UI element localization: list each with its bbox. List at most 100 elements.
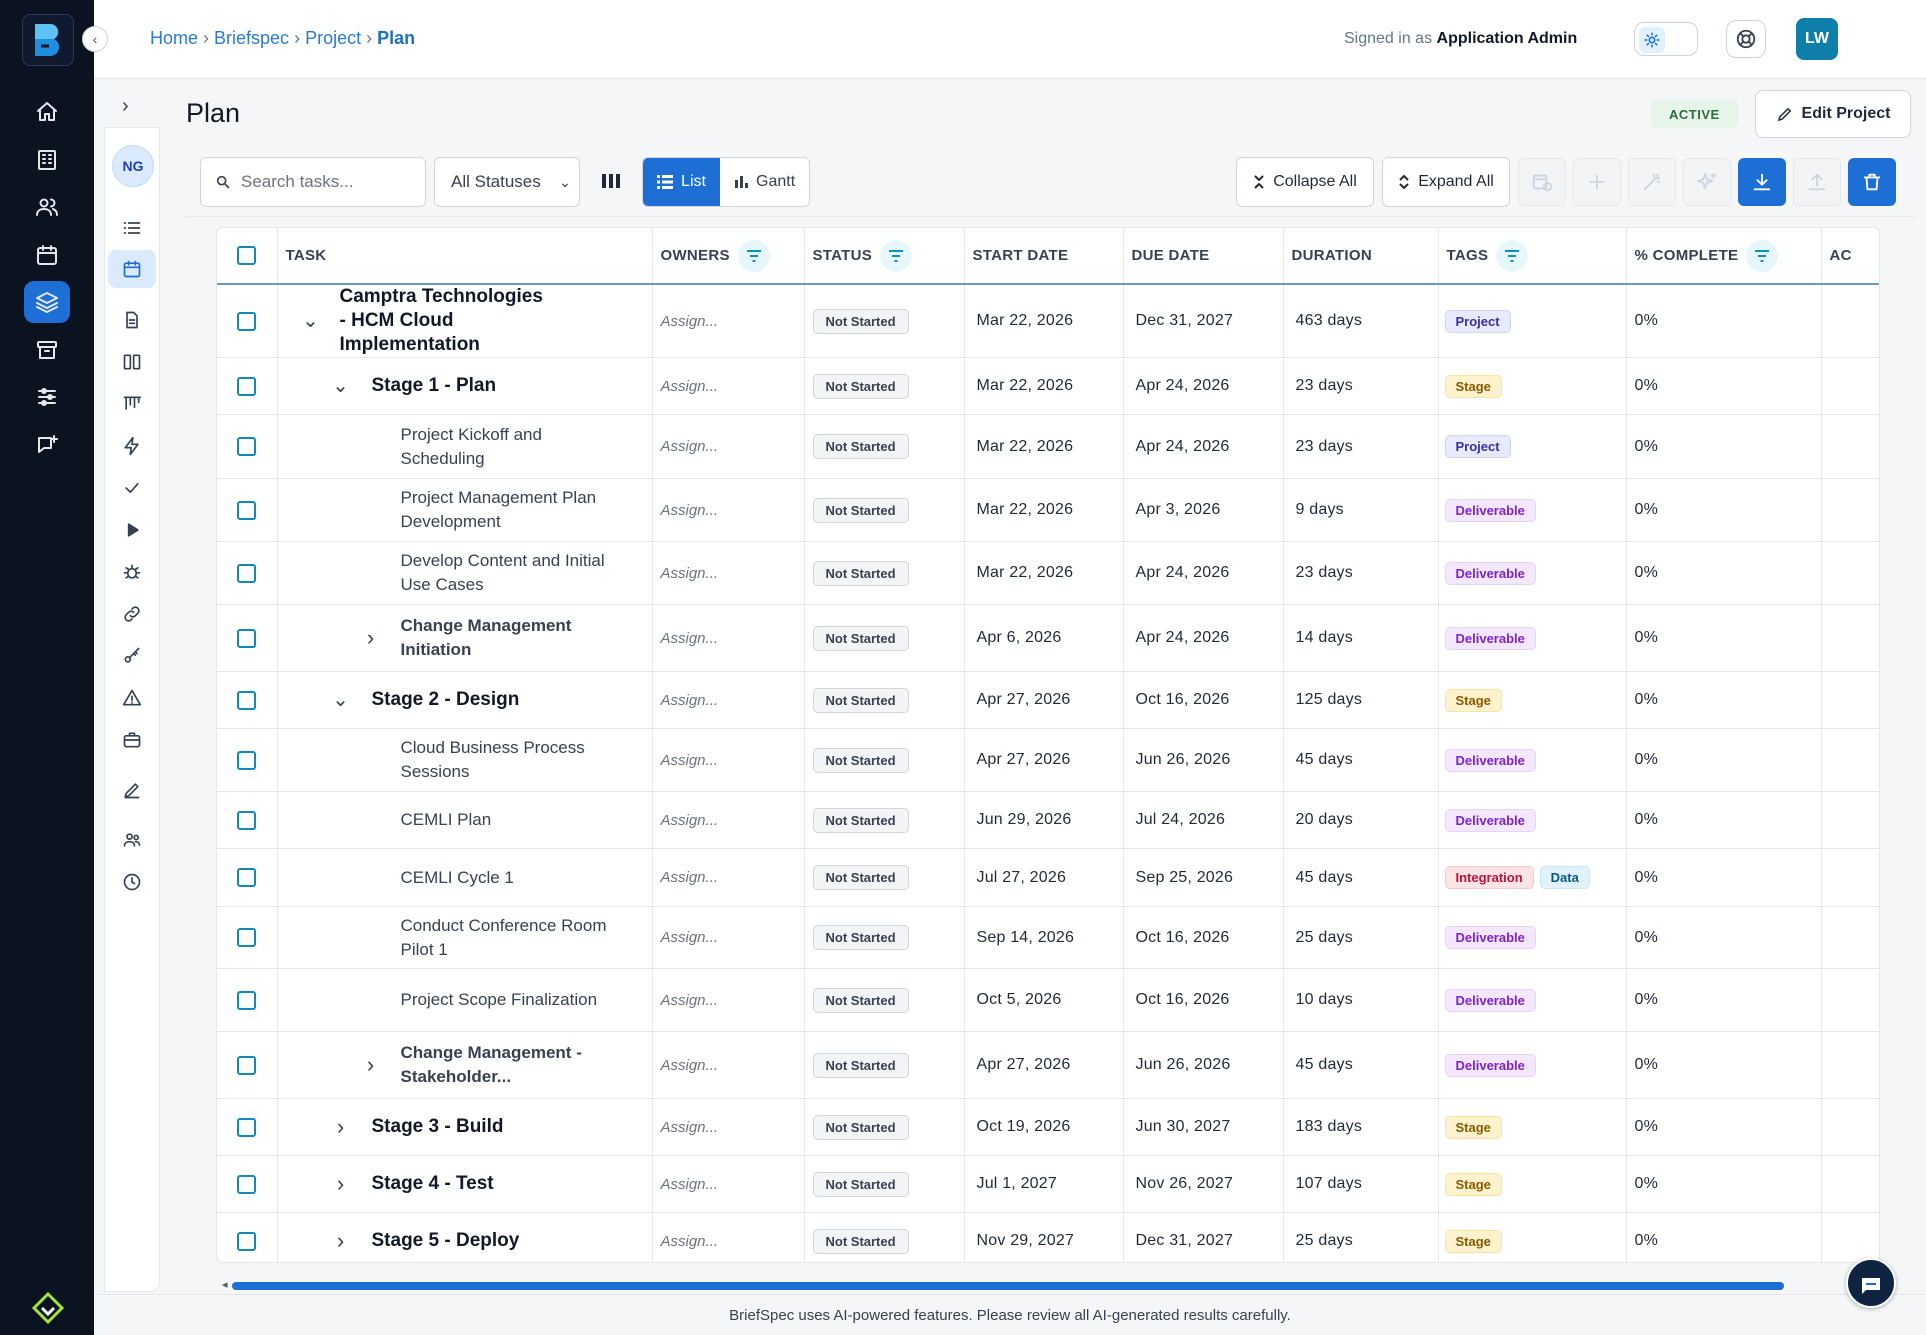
row-checkbox[interactable] — [237, 500, 257, 520]
play-icon[interactable] — [108, 511, 156, 549]
building-icon[interactable] — [24, 139, 70, 181]
start-date-cell[interactable]: Sep 14, 2026 — [964, 906, 1124, 969]
row-checkbox[interactable] — [237, 311, 257, 331]
select-all-checkbox[interactable] — [237, 246, 257, 265]
project-avatar[interactable]: NG — [112, 145, 154, 187]
edit-project-button[interactable]: Edit Project — [1755, 90, 1911, 138]
chevron-right-icon[interactable]: › — [366, 1052, 375, 1077]
row-checkbox[interactable] — [237, 868, 257, 887]
tags-cell[interactable]: Stage — [1438, 357, 1627, 415]
start-date-cell[interactable]: Nov 29, 2027 — [964, 1212, 1124, 1262]
status-cell[interactable]: Not Started — [804, 671, 965, 729]
due-date-cell[interactable]: Jun 30, 2027 — [1123, 1098, 1284, 1156]
row-checkbox[interactable] — [237, 1055, 257, 1075]
scrollbar-thumb[interactable] — [232, 1282, 1784, 1290]
table-row[interactable]: Project Management Plan Development Assig… — [217, 478, 1879, 542]
due-date-cell[interactable]: Oct 16, 2026 — [1123, 906, 1284, 969]
check-icon[interactable] — [108, 469, 156, 507]
due-date-cell[interactable]: Apr 24, 2026 — [1123, 604, 1284, 672]
owner-cell[interactable]: Assign... — [652, 848, 805, 907]
status-cell[interactable]: Not Started — [804, 357, 965, 415]
duration-cell[interactable]: 20 days — [1283, 791, 1439, 849]
assistant-chat-button[interactable] — [1846, 1258, 1896, 1308]
status-cell[interactable]: Not Started — [804, 1212, 965, 1262]
task-name[interactable]: Conduct Conference Room Pilot 1 — [400, 915, 607, 959]
status-cell[interactable]: Not Started — [804, 906, 965, 969]
complete-cell[interactable]: 0% — [1626, 1098, 1822, 1156]
horizontal-scrollbar[interactable]: ◂ — [222, 1279, 1877, 1292]
task-cell[interactable]: › Stage 3 - Build — [277, 1098, 653, 1156]
column-header-status[interactable]: STATUS — [804, 228, 965, 285]
owner-cell[interactable]: Assign... — [652, 1031, 805, 1099]
tags-cell[interactable]: Deliverable — [1438, 906, 1627, 969]
duration-cell[interactable]: 183 days — [1283, 1098, 1439, 1156]
duration-cell[interactable]: 25 days — [1283, 906, 1439, 969]
chat-plus-icon[interactable] — [24, 424, 70, 466]
table-row[interactable]: Cloud Business Process Sessions Assign...… — [217, 728, 1879, 792]
archive-icon[interactable] — [24, 329, 70, 371]
chevron-right-icon[interactable]: › — [336, 1114, 345, 1139]
tags-cell[interactable]: Deliverable — [1438, 791, 1627, 849]
owner-cell[interactable]: Assign... — [652, 671, 805, 729]
duration-cell[interactable]: 45 days — [1283, 1031, 1439, 1099]
owner-cell[interactable]: Assign... — [652, 541, 805, 605]
due-date-cell[interactable]: Apr 3, 2026 — [1123, 478, 1284, 542]
link-icon[interactable] — [108, 595, 156, 633]
complete-cell[interactable]: 0% — [1626, 671, 1822, 729]
task-name[interactable]: Stage 3 - Build — [371, 1116, 504, 1137]
clock-icon[interactable] — [108, 863, 156, 901]
row-checkbox[interactable] — [237, 1174, 257, 1194]
tags-cell[interactable]: Deliverable — [1438, 1031, 1627, 1099]
column-header-duration[interactable]: DURATION — [1283, 228, 1439, 285]
complete-cell[interactable]: 0% — [1626, 1031, 1822, 1099]
status-cell[interactable]: Not Started — [804, 968, 965, 1032]
task-cell[interactable]: › Change Management Initiation — [277, 604, 653, 672]
task-cell[interactable]: › Stage 4 - Test — [277, 1155, 653, 1213]
task-name[interactable]: Project Scope Finalization — [400, 990, 598, 1009]
tags-cell[interactable]: Stage — [1438, 671, 1627, 729]
task-name[interactable]: Change Management - Stakeholder... — [400, 1043, 582, 1086]
column-header-ac[interactable]: AC — [1821, 228, 1879, 285]
row-checkbox[interactable] — [237, 437, 257, 456]
tags-cell[interactable]: Deliverable — [1438, 728, 1627, 792]
duration-cell[interactable]: 25 days — [1283, 1212, 1439, 1262]
owner-cell[interactable]: Assign... — [652, 791, 805, 849]
column-header-tags[interactable]: TAGS — [1438, 228, 1627, 285]
complete-cell[interactable]: 0% — [1626, 848, 1822, 907]
due-date-cell[interactable]: Oct 16, 2026 — [1123, 968, 1284, 1032]
duration-cell[interactable]: 23 days — [1283, 414, 1439, 479]
document-icon[interactable] — [108, 301, 156, 339]
column-header-task[interactable]: TASK — [277, 228, 653, 285]
owner-cell[interactable]: Assign... — [652, 604, 805, 672]
users-icon[interactable] — [24, 186, 70, 228]
key-icon[interactable] — [108, 637, 156, 675]
start-date-cell[interactable]: Jul 1, 2027 — [964, 1155, 1124, 1213]
user-avatar[interactable]: LW — [1796, 18, 1838, 60]
table-row[interactable]: Develop Content and Initial Use Cases Ass… — [217, 541, 1879, 605]
due-date-cell[interactable]: Nov 26, 2027 — [1123, 1155, 1284, 1213]
gantt-view-button[interactable]: Gantt — [720, 158, 809, 206]
status-cell[interactable]: Not Started — [804, 848, 965, 907]
task-cell[interactable]: Develop Content and Initial Use Cases — [277, 541, 653, 605]
tags-cell[interactable]: Stage — [1438, 1212, 1627, 1262]
list-view-button[interactable]: List — [643, 158, 720, 206]
complete-cell[interactable]: 0% — [1626, 284, 1822, 358]
task-name[interactable]: Project Management Plan Development — [400, 488, 597, 531]
table-row[interactable]: › Stage 5 - Deploy Assign... Not Started Nov… — [217, 1212, 1879, 1262]
duration-cell[interactable]: 125 days — [1283, 671, 1439, 729]
bug-icon[interactable] — [108, 553, 156, 591]
due-date-cell[interactable]: Jul 24, 2026 — [1123, 791, 1284, 849]
breadcrumb-briefspec[interactable]: Briefspec — [214, 28, 290, 48]
chevron-down-icon[interactable]: ⌄ — [332, 375, 349, 397]
table-row[interactable]: › Change Management Initiation Assign... No… — [217, 604, 1879, 672]
duration-cell[interactable]: 9 days — [1283, 478, 1439, 542]
pen-icon[interactable] — [108, 771, 156, 809]
chevron-right-icon[interactable]: › — [336, 1171, 345, 1196]
expand-sidebar-button[interactable]: › — [122, 95, 129, 117]
duration-cell[interactable]: 23 days — [1283, 541, 1439, 605]
complete-cell[interactable]: 0% — [1626, 968, 1822, 1032]
task-cell[interactable]: › Stage 5 - Deploy — [277, 1212, 653, 1262]
column-header-due-date[interactable]: DUE DATE — [1123, 228, 1284, 285]
start-date-cell[interactable]: Apr 27, 2026 — [964, 1031, 1124, 1099]
column-settings-button[interactable] — [596, 166, 626, 196]
